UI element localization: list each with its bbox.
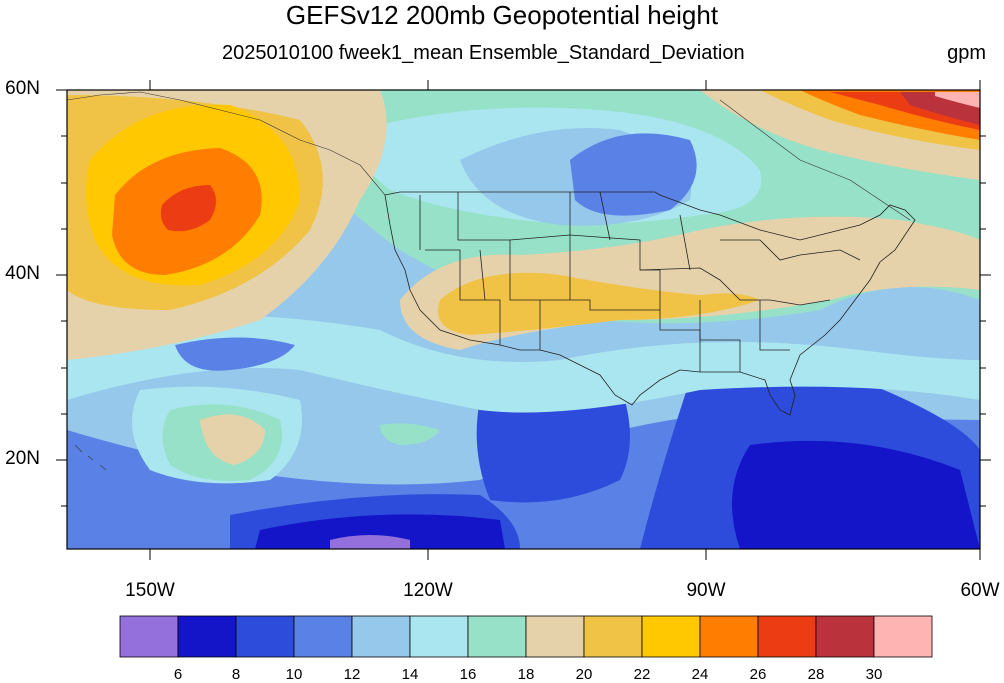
coastlines [67, 91, 911, 471]
axis-ticks [56, 80, 991, 560]
colorbar-swatch [641, 615, 701, 658]
colorbar-tick-label: 20 [575, 666, 593, 683]
colorbar-tick-label: 30 [865, 666, 883, 683]
lat-label-40n: 40N [5, 263, 40, 284]
lon-label-150w: 150W [125, 580, 175, 601]
colorbar-swatch [699, 615, 759, 658]
colorbar-swatch [583, 615, 643, 658]
lat-label-60n: 60N [5, 78, 40, 99]
colorbar-tick-label: 26 [749, 666, 767, 683]
colorbar-swatch [293, 615, 353, 658]
country-borders [384, 191, 916, 416]
lon-label-120w: 120W [403, 580, 453, 601]
contour-fill [67, 90, 980, 549]
colorbar-swatch [525, 615, 585, 658]
colorbar-swatch [873, 615, 933, 658]
lat-label-20n: 20N [5, 448, 40, 469]
map-title: GEFSv12 200mb Geopotential height [285, 0, 719, 30]
colorbar-swatch [409, 615, 469, 658]
colorbar-swatch [757, 615, 817, 658]
colorbar-tick-label: 24 [691, 666, 709, 683]
colorbar-tick-label: 14 [401, 666, 419, 683]
map-frame [66, 89, 981, 550]
colorbar-swatch [467, 615, 527, 658]
colorbar-tick-label: 10 [285, 666, 303, 683]
colorbar [119, 615, 933, 658]
map-subtitle: 2025010100 fweek1_mean Ensemble_Standard… [222, 42, 745, 64]
colorbar-swatch [351, 615, 411, 658]
colorbar-swatch [177, 615, 237, 658]
colorbar-tick-label: 8 [231, 666, 241, 683]
lon-label-60w: 60W [960, 580, 1000, 601]
colorbar-tick-label: 18 [517, 666, 535, 683]
colorbar-swatch [815, 615, 875, 658]
lon-label-90w: 90W [686, 580, 726, 601]
colorbar-tick-label: 16 [459, 666, 477, 683]
colorbar-tick-label: 6 [173, 666, 183, 683]
colorbar-swatch [235, 615, 295, 658]
colorbar-tick-label: 28 [807, 666, 825, 683]
colorbar-tick-label: 12 [343, 666, 361, 683]
colorbar-tick-label: 22 [633, 666, 651, 683]
colorbar-swatch [119, 615, 179, 658]
units-label: gpm [947, 42, 986, 64]
